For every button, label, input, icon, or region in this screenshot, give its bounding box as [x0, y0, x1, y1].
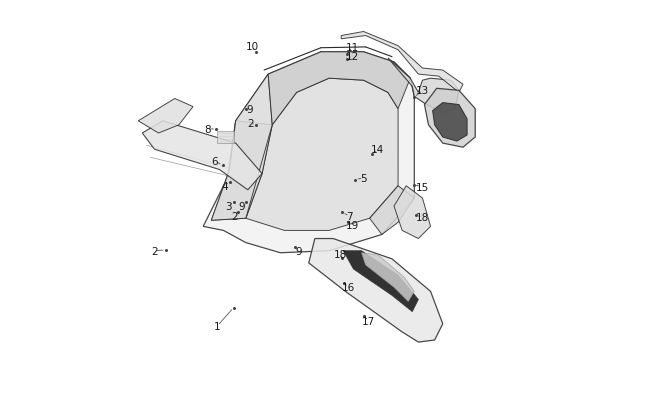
Polygon shape: [217, 132, 233, 144]
Text: 2: 2: [231, 212, 238, 222]
Polygon shape: [361, 253, 414, 302]
Polygon shape: [268, 53, 410, 126]
Text: 2: 2: [151, 246, 158, 256]
Polygon shape: [341, 32, 463, 93]
Text: 1: 1: [214, 321, 221, 331]
Text: 11: 11: [346, 43, 359, 53]
Text: 10: 10: [245, 42, 259, 52]
Text: 9: 9: [246, 105, 253, 115]
Text: 14: 14: [371, 145, 384, 155]
Text: 7: 7: [346, 212, 353, 222]
Text: 5: 5: [360, 173, 367, 183]
Polygon shape: [246, 79, 398, 231]
Polygon shape: [424, 89, 475, 148]
Text: 16: 16: [342, 283, 355, 292]
Polygon shape: [394, 186, 430, 239]
Polygon shape: [138, 99, 193, 134]
Text: 9: 9: [239, 202, 245, 211]
Text: 18: 18: [334, 249, 347, 259]
Text: 2: 2: [247, 119, 254, 128]
Text: 4: 4: [222, 181, 228, 191]
Text: 3: 3: [226, 202, 232, 211]
Text: 9: 9: [295, 246, 302, 256]
Text: 6: 6: [211, 157, 218, 167]
Text: 15: 15: [416, 182, 429, 192]
Polygon shape: [343, 251, 419, 312]
Text: 18: 18: [416, 213, 429, 223]
Polygon shape: [433, 103, 467, 142]
Polygon shape: [370, 186, 414, 235]
Polygon shape: [211, 122, 272, 221]
Polygon shape: [309, 239, 443, 342]
Polygon shape: [388, 59, 459, 113]
Polygon shape: [142, 122, 262, 190]
Text: 8: 8: [204, 125, 211, 134]
Text: 12: 12: [346, 52, 359, 62]
Polygon shape: [203, 53, 414, 253]
Text: 19: 19: [346, 220, 359, 230]
Text: 13: 13: [416, 86, 429, 96]
Text: 17: 17: [362, 316, 376, 326]
Polygon shape: [211, 75, 272, 221]
